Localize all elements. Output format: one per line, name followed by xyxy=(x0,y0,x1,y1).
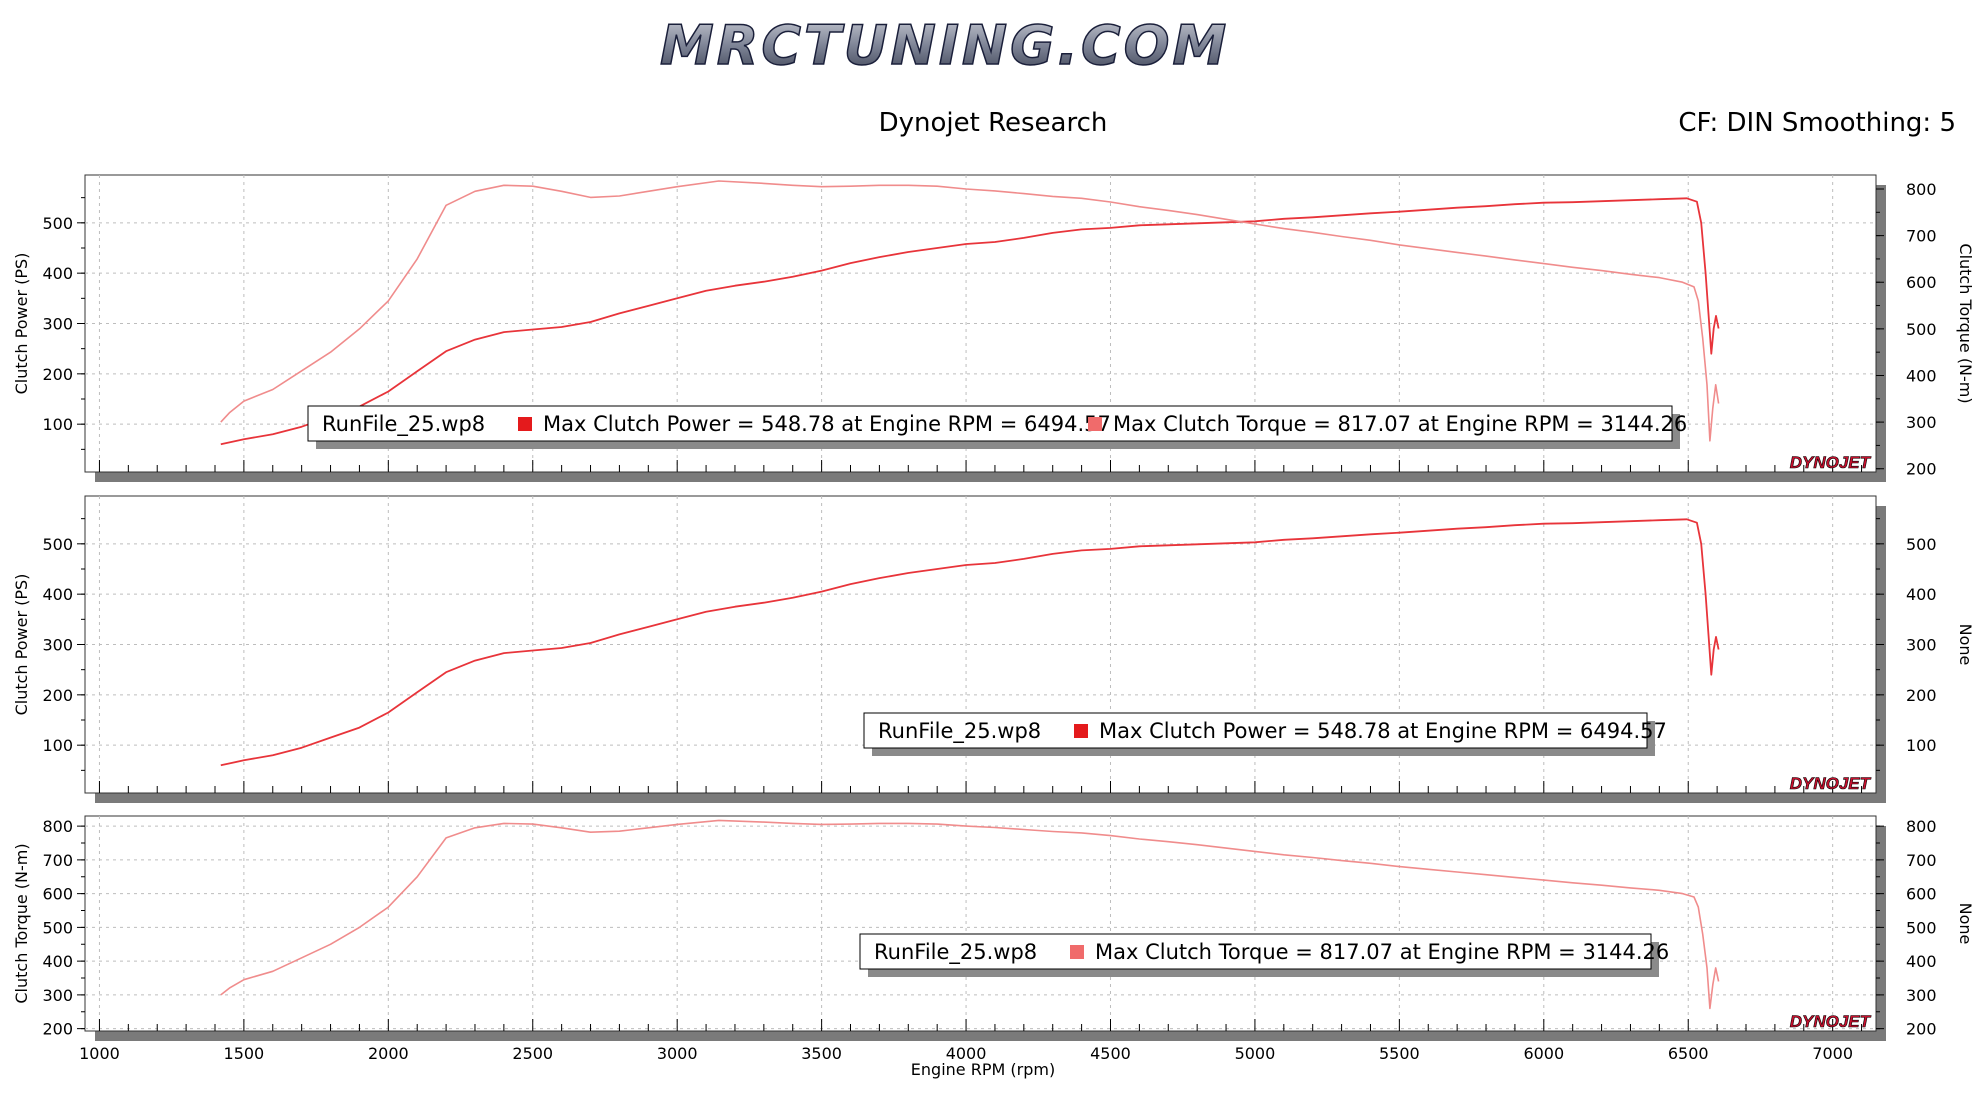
legend-box xyxy=(859,933,1652,970)
y2-axis-label: None xyxy=(1956,903,1975,945)
y2-axis-label: Clutch Torque (N-m) xyxy=(1956,243,1975,403)
y-tick-label: 300 xyxy=(42,986,73,1005)
y-tick-label: 600 xyxy=(42,885,73,904)
y-tick-label: 500 xyxy=(42,918,73,937)
y2-tick-label: 500 xyxy=(1906,535,1937,554)
legend-entry-torque: Max Clutch Torque = 817.07 at Engine RPM… xyxy=(1113,412,1687,436)
y2-tick-label: 600 xyxy=(1906,885,1937,904)
y-tick-label: 400 xyxy=(42,585,73,604)
y2-tick-label: 800 xyxy=(1906,180,1937,199)
y2-tick-label: 300 xyxy=(1906,986,1937,1005)
y-tick-label: 800 xyxy=(42,817,73,836)
y2-tick-label: 100 xyxy=(1906,736,1937,755)
panel-frame xyxy=(84,815,1877,1032)
y-tick-label: 400 xyxy=(42,952,73,971)
y2-tick-label: 700 xyxy=(1906,227,1937,246)
y2-tick-label: 600 xyxy=(1906,273,1937,292)
y2-tick-label: 500 xyxy=(1906,918,1937,937)
legend-entry-torque: Max Clutch Torque = 817.07 at Engine RPM… xyxy=(1095,940,1669,964)
y2-tick-label: 300 xyxy=(1906,636,1937,655)
x-tick-label: 4500 xyxy=(1090,1044,1131,1063)
dynojet-watermark: DYNOJET xyxy=(1790,1012,1872,1031)
y-axis-label: Clutch Torque (N-m) xyxy=(12,843,31,1003)
dynojet-watermark: DYNOJET xyxy=(1790,774,1872,793)
legend-file-name: RunFile_25.wp8 xyxy=(878,719,1041,744)
legend-box xyxy=(863,712,1648,749)
x-tick-label: 1000 xyxy=(79,1044,120,1063)
chart-panels: 100 200 300 400 500 200 300 400 500 600 700 800 Clut… xyxy=(12,174,1975,1063)
y-tick-label: 100 xyxy=(42,415,73,434)
y2-tick-label: 800 xyxy=(1906,817,1937,836)
x-tick-label: 3500 xyxy=(801,1044,842,1063)
y-tick-label: 100 xyxy=(42,736,73,755)
y-tick-label: 300 xyxy=(42,315,73,334)
x-tick-label: 6000 xyxy=(1523,1044,1564,1063)
y-tick-label: 700 xyxy=(42,851,73,870)
y2-tick-label: 400 xyxy=(1906,952,1937,971)
x-tick-label: 3000 xyxy=(657,1044,698,1063)
site-logo: MRCTUNING.COM xyxy=(659,13,1229,78)
series-line-power xyxy=(220,197,1720,446)
y2-tick-label: 500 xyxy=(1906,320,1937,339)
x-tick-label: 6500 xyxy=(1668,1044,1709,1063)
x-tick-label: 5000 xyxy=(1235,1044,1276,1063)
y2-axis-label: None xyxy=(1956,624,1975,666)
series-line-power xyxy=(220,518,1720,767)
chart-panel-2: 100 200 300 400 500 100 200 300 400 500 Clutch Pow… xyxy=(12,495,1975,803)
y2-tick-label: 300 xyxy=(1906,413,1937,432)
y2-tick-label: 400 xyxy=(1906,585,1937,604)
chart-header-title: Dynojet Research xyxy=(879,108,1108,138)
legend-swatch-power xyxy=(518,417,532,431)
chart-panel-1: 100 200 300 400 500 200 300 400 500 600 700 800 Clut… xyxy=(12,174,1975,482)
y-tick-label: 200 xyxy=(42,1020,73,1039)
y-tick-label: 500 xyxy=(42,535,73,554)
legend-file-name: RunFile_25.wp8 xyxy=(874,940,1037,965)
y-axis-label: Clutch Power (PS) xyxy=(12,574,31,716)
y-axis-label: Clutch Power (PS) xyxy=(12,253,31,395)
y2-tick-label: 400 xyxy=(1906,366,1937,385)
legend-entry-power: Max Clutch Power = 548.78 at Engine RPM … xyxy=(1099,719,1667,743)
x-tick-label: 7000 xyxy=(1812,1044,1853,1063)
chart-settings-label: CF: DIN Smoothing: 5 xyxy=(1678,108,1956,138)
y2-tick-label: 200 xyxy=(1906,460,1937,479)
x-tick-label: 5500 xyxy=(1379,1044,1420,1063)
x-tick-label: 4000 xyxy=(946,1044,987,1063)
y-tick-label: 300 xyxy=(42,636,73,655)
x-tick-label: 2500 xyxy=(512,1044,553,1063)
y-tick-label: 200 xyxy=(42,365,73,384)
y2-tick-label: 200 xyxy=(1906,1020,1937,1039)
legend-file-name: RunFile_25.wp8 xyxy=(322,412,485,437)
legend-swatch-torque xyxy=(1088,417,1102,431)
series-line-torque xyxy=(220,819,1720,1010)
y-tick-label: 200 xyxy=(42,686,73,705)
legend-entry-power: Max Clutch Power = 548.78 at Engine RPM … xyxy=(543,412,1111,436)
legend-box xyxy=(307,405,1673,442)
legend-swatch-power xyxy=(1074,724,1088,738)
x-axis-label: Engine RPM (rpm) xyxy=(911,1060,1055,1079)
logo-text: MRCTUNING.COM xyxy=(660,14,1229,77)
x-tick-label: 2000 xyxy=(368,1044,409,1063)
y-tick-label: 400 xyxy=(42,264,73,283)
y-tick-label: 500 xyxy=(42,214,73,233)
legend-swatch-torque xyxy=(1070,945,1084,959)
chart-panel-3: 200 300 400 500 600 700 800 200 300 400 500 600 700 8… xyxy=(12,815,1975,1063)
y2-tick-label: 200 xyxy=(1906,686,1937,705)
series-line-torque xyxy=(220,180,1720,442)
y2-tick-label: 700 xyxy=(1906,851,1937,870)
x-tick-label: 1500 xyxy=(224,1044,265,1063)
dynojet-watermark: DYNOJET xyxy=(1790,453,1872,472)
